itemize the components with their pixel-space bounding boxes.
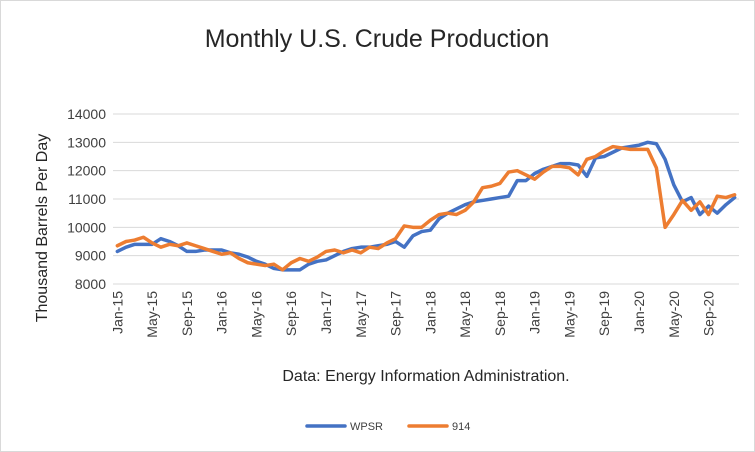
series-wpsr bbox=[115, 140, 737, 272]
x-axis-title: Data: Energy Information Administration. bbox=[282, 368, 569, 385]
legend-item: 914 bbox=[407, 421, 470, 433]
x-tick-label: Jan-15 bbox=[109, 291, 125, 334]
y-tick-label: 9000 bbox=[75, 248, 106, 264]
x-tick-label: May-17 bbox=[353, 291, 369, 338]
x-tick-label: Jan-16 bbox=[214, 291, 230, 334]
x-tick-label: Sep-16 bbox=[283, 291, 299, 336]
y-axis-title: Thousand Barrels Per Day bbox=[34, 134, 51, 323]
y-axis-ticks: 8000 9000 10000 11000 12000 13000 14000 bbox=[67, 106, 106, 292]
x-tick-label: Jan-20 bbox=[631, 291, 647, 334]
x-tick-label: Sep-15 bbox=[179, 291, 195, 336]
x-tick-label: May-20 bbox=[666, 291, 682, 338]
y-tick-label: 14000 bbox=[67, 106, 106, 122]
x-tick-label: Sep-18 bbox=[492, 291, 508, 336]
x-tick-label: Sep-17 bbox=[388, 291, 404, 336]
x-tick-label: Jan-18 bbox=[422, 291, 438, 334]
y-tick-label: 13000 bbox=[67, 134, 106, 150]
series-lines bbox=[115, 140, 737, 272]
x-tick-label: Jan-17 bbox=[318, 291, 334, 334]
x-tick-label: May-18 bbox=[457, 291, 473, 338]
x-axis-ticks: Jan-15 May-15 Sep-15 Jan-16 May-16 Sep-16 Jan-… bbox=[109, 291, 716, 338]
x-tick-label: Jan-19 bbox=[527, 291, 543, 334]
gridlines bbox=[113, 113, 739, 285]
series-914 bbox=[115, 144, 737, 272]
y-tick-label: 8000 bbox=[75, 276, 106, 292]
x-tick-label: May-16 bbox=[248, 291, 264, 338]
legend: WPSR 914 bbox=[305, 421, 470, 433]
x-tick-label: May-15 bbox=[144, 291, 160, 338]
x-tick-label: Sep-20 bbox=[701, 291, 717, 336]
legend-label: 914 bbox=[452, 421, 470, 433]
y-tick-label: 10000 bbox=[67, 219, 106, 235]
series-line bbox=[115, 140, 737, 272]
y-tick-label: 12000 bbox=[67, 163, 106, 179]
series-line bbox=[115, 144, 737, 272]
x-tick-label: May-19 bbox=[561, 291, 577, 338]
chart-title: Monthly U.S. Crude Production bbox=[205, 25, 550, 53]
legend-item: WPSR bbox=[305, 421, 383, 433]
legend-label: WPSR bbox=[350, 421, 383, 433]
x-tick-label: Sep-19 bbox=[596, 291, 612, 336]
y-tick-label: 11000 bbox=[68, 191, 106, 207]
